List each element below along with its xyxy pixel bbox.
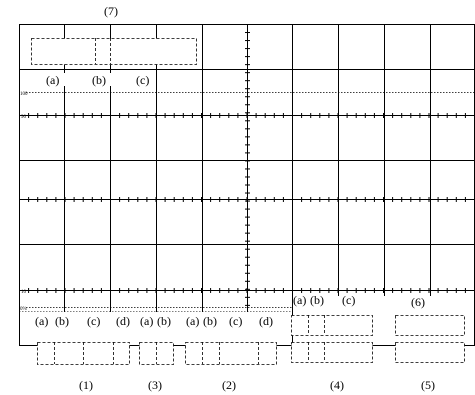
sub2-c: (c) — [229, 314, 242, 328]
group-4-lower-box — [291, 342, 373, 363]
sub4-c: (c) — [342, 293, 355, 307]
callout-6-label: (6) — [411, 295, 425, 309]
top-sub-a: (a) — [46, 73, 59, 87]
marker-90-label: 90 — [21, 115, 27, 120]
group-1-number: (1) — [79, 378, 93, 392]
group-2-number: (2) — [222, 378, 236, 392]
sub1-d: (d) — [116, 314, 130, 328]
axis-ticks — [19, 24, 475, 346]
sub1-a: (a) — [35, 314, 48, 328]
sub2-d: (d) — [259, 314, 273, 328]
sub1-c: (c) — [87, 314, 100, 328]
group-3-number: (3) — [148, 378, 162, 392]
callout-7-label: (7) — [104, 4, 118, 18]
group-5-number: (5) — [421, 378, 435, 392]
top-sub-c: (c) — [136, 73, 149, 87]
group-2-box — [185, 342, 277, 365]
sub1-b: (b) — [55, 314, 69, 328]
group-5-lower-box — [395, 342, 465, 363]
sub4-a: (a) — [293, 293, 306, 307]
marker-0-label: 0% — [20, 307, 27, 312]
marker-10-label: 10 — [21, 290, 27, 295]
group-5-upper-box — [395, 315, 465, 336]
sub2-b: (b) — [203, 314, 217, 328]
sub2-a: (a) — [186, 314, 199, 328]
callout-7-box — [31, 38, 197, 65]
sub3-a: (a) — [140, 314, 153, 328]
top-sub-b: (b) — [92, 73, 106, 87]
marker-100-label: 100 — [20, 92, 28, 97]
group-4-upper-box — [291, 315, 373, 336]
sub3-b: (b) — [157, 314, 171, 328]
group-4-number: (4) — [330, 378, 344, 392]
sub4-b: (b) — [310, 293, 324, 307]
